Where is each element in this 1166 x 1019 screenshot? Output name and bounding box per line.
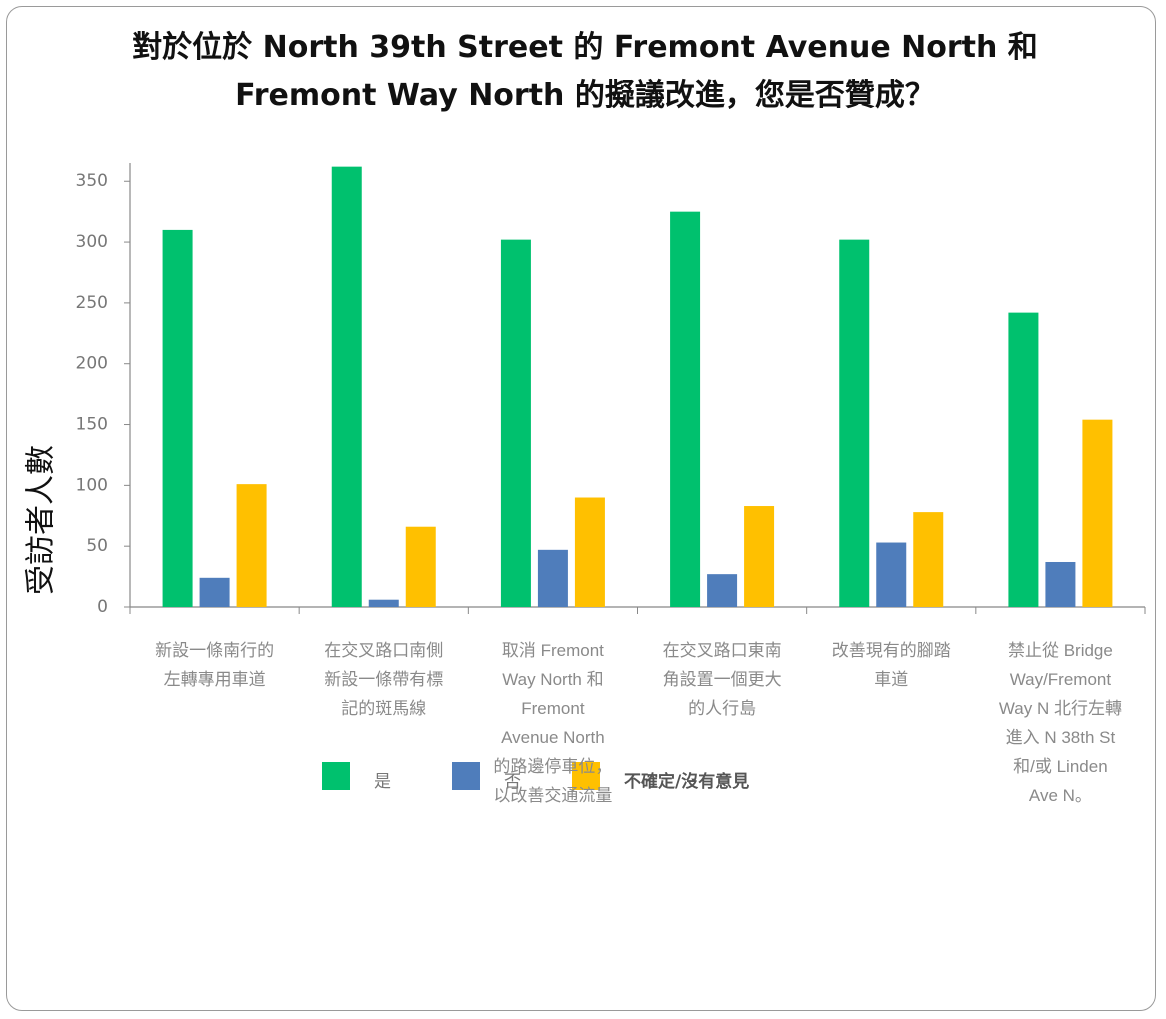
legend-swatch [572, 762, 600, 790]
bar [670, 211, 701, 607]
y-axis-label: 受訪者人數 [24, 445, 59, 595]
x-tick-label: 在交叉路口東南角設置一個更大的人行島 [662, 641, 782, 718]
y-tick-label: 0 [97, 597, 108, 617]
legend-label: 不確定/沒有意見 [624, 771, 749, 792]
x-tick-label: 取消 Fremont Way North 和 Fremont Avenue No… [493, 641, 613, 805]
bar [199, 577, 230, 607]
bar [368, 599, 399, 607]
bar [537, 549, 568, 607]
chart-title: 對於位於 North 39th Street 的 Fremont Avenue … [132, 30, 1038, 113]
bar [707, 574, 738, 607]
y-tick-label: 250 [76, 293, 108, 313]
bar [876, 542, 907, 607]
bar [839, 239, 870, 607]
x-tick-label: 新設一條南行的左轉專用車道 [155, 641, 275, 689]
bar [1082, 419, 1113, 607]
bar [1045, 561, 1076, 607]
y-tick-label: 300 [76, 232, 108, 252]
x-tick-label: 禁止從 Bridge Way/Fremont Way N 北行左轉進入 N 38… [998, 641, 1122, 805]
y-tick-label: 350 [76, 171, 108, 191]
bar [236, 484, 267, 607]
legend-swatch [452, 762, 480, 790]
bar [574, 497, 605, 607]
chart-frame [6, 6, 1156, 1011]
bar [405, 526, 436, 607]
legend-label: 是 [374, 772, 391, 792]
bar [500, 239, 531, 607]
x-tick-label: 在交叉路口南側新設一條帶有標記的斑馬線 [324, 641, 444, 718]
bar [331, 166, 362, 607]
y-tick-label: 100 [76, 475, 108, 495]
y-tick-label: 200 [76, 354, 108, 374]
bar [913, 512, 944, 607]
y-tick-label: 50 [86, 536, 108, 556]
legend-swatch [322, 762, 350, 790]
bar [1008, 312, 1039, 607]
y-tick-label: 150 [76, 415, 108, 435]
bar [162, 229, 193, 607]
x-tick-label: 改善現有的腳踏車道 [831, 641, 951, 689]
bar [744, 506, 775, 607]
legend-label: 否 [504, 772, 521, 792]
